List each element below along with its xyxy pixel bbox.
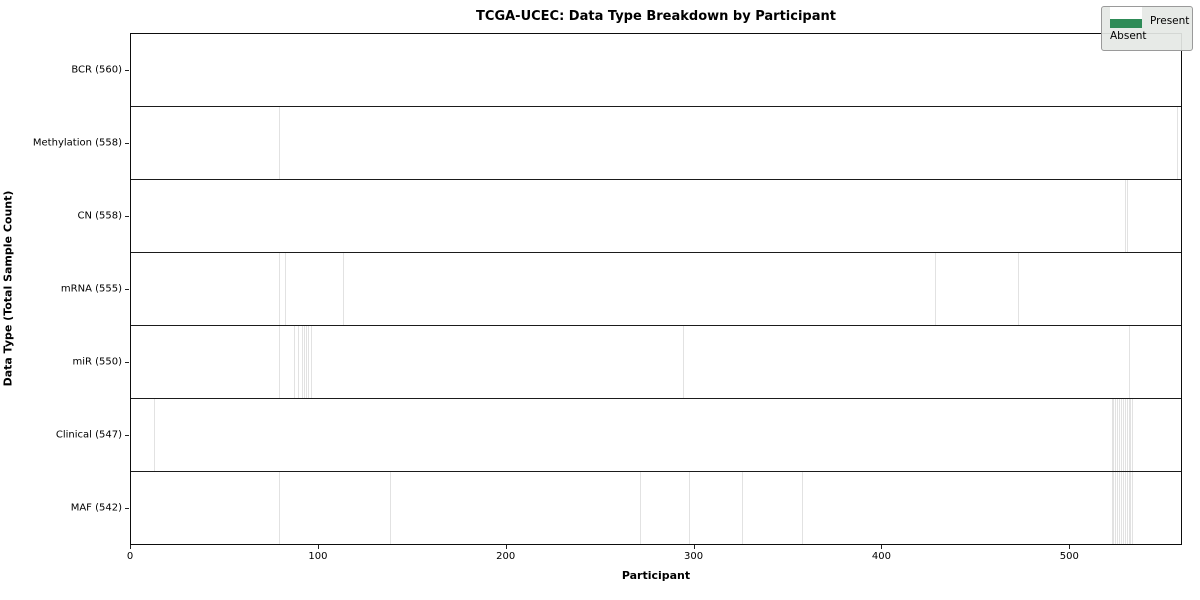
absent-mark: [1122, 472, 1125, 544]
absent-mark: [1126, 472, 1129, 544]
absent-mark: [1126, 399, 1129, 471]
absent-mark: [1126, 180, 1129, 252]
y-tick-label-clinical: Clinical (547): [55, 429, 122, 441]
absent-mark: [279, 107, 282, 179]
legend-item-absent: Absent: [1110, 7, 1184, 43]
legend-label-absent: Absent: [1110, 30, 1147, 42]
plot-area: [130, 33, 1182, 545]
y-tick-label-bcr: BCR (560): [71, 64, 122, 76]
y-tick-label-cn: CN (558): [77, 210, 122, 222]
absent-mark: [688, 472, 691, 544]
absent-mark: [640, 472, 643, 544]
absent-mark: [298, 326, 301, 398]
absent-mark: [1130, 472, 1133, 544]
y-axis-title: Data Type (Total Sample Count): [1, 190, 15, 387]
x-tick-label: 200: [496, 551, 516, 562]
absent-mark: [1115, 472, 1118, 544]
absent-mark: [1177, 107, 1180, 179]
absent-mark: [1124, 180, 1127, 252]
y-tick-label-mrna: mRNA (555): [60, 283, 122, 295]
heatmap-row-maf: [131, 471, 1181, 544]
absent-mark: [1117, 399, 1120, 471]
chart-title: TCGA-UCEC: Data Type Breakdown by Partic…: [476, 9, 836, 24]
x-tick-label: 100: [308, 551, 328, 562]
absent-mark: [1121, 472, 1123, 544]
absent-mark: [1113, 399, 1116, 471]
absent-mark: [303, 326, 306, 398]
x-tick-mark: [881, 545, 883, 549]
x-tick-mark: [505, 545, 507, 549]
absent-mark: [683, 326, 686, 398]
y-tick-label-maf: MAF (542): [70, 502, 122, 514]
heatmap-row-methylation: [131, 106, 1181, 179]
x-tick-mark: [1069, 545, 1071, 549]
absent-mark: [390, 472, 393, 544]
heatmap-row-clinical: [131, 398, 1181, 471]
y-tick-mark: [125, 69, 129, 71]
absent-mark: [1128, 399, 1131, 471]
x-tick-label: 400: [871, 551, 891, 562]
y-tick-mark: [125, 142, 129, 144]
absent-mark: [1119, 472, 1122, 544]
absent-mark: [1122, 399, 1125, 471]
absent-mark: [285, 253, 287, 325]
absent-mark: [279, 253, 282, 325]
absent-mark: [1124, 472, 1127, 544]
absent-mark: [935, 253, 937, 325]
absent-mark: [1130, 399, 1133, 471]
heatmap-row-cn: [131, 179, 1181, 252]
absent-mark: [279, 472, 282, 544]
absent-mark: [307, 326, 310, 398]
y-tick-mark: [125, 508, 129, 510]
absent-mark: [301, 326, 304, 398]
heatmap-row-mir: [131, 325, 1181, 398]
absent-mark: [801, 472, 804, 544]
absent-swatch-icon: [1110, 7, 1142, 19]
y-tick-mark: [125, 435, 129, 437]
absent-mark: [343, 253, 346, 325]
x-tick-mark: [317, 545, 319, 549]
absent-mark: [1111, 399, 1114, 471]
y-tick-label-mir: miR (550): [72, 356, 122, 368]
y-tick-mark: [125, 215, 129, 217]
absent-mark: [1124, 399, 1127, 471]
x-tick-label: 300: [684, 551, 704, 562]
x-tick-mark: [693, 545, 695, 549]
x-tick-mark: [130, 545, 131, 549]
y-tick-mark: [125, 289, 129, 290]
absent-mark: [1128, 326, 1131, 398]
absent-mark: [741, 472, 744, 544]
absent-mark: [305, 326, 308, 398]
y-tick-mark: [125, 362, 129, 364]
y-tick-label-methylation: Methylation (558): [32, 137, 122, 149]
absent-mark: [1132, 399, 1135, 471]
absent-mark: [1128, 472, 1131, 544]
absent-mark: [311, 326, 314, 398]
absent-mark: [1113, 472, 1116, 544]
absent-mark: [1117, 472, 1120, 544]
absent-mark: [1119, 399, 1122, 471]
heatmap-row-bcr: [131, 34, 1181, 106]
absent-mark: [1115, 399, 1118, 471]
absent-mark: [1121, 399, 1123, 471]
x-tick-label: 500: [1059, 551, 1079, 562]
heatmap-row-mrna: [131, 252, 1181, 325]
absent-mark: [279, 326, 282, 398]
x-tick-label: 0: [126, 551, 134, 562]
absent-mark: [153, 399, 156, 471]
legend: Present Absent: [1101, 6, 1193, 51]
absent-mark: [1017, 253, 1020, 325]
x-axis-title: Participant: [621, 569, 691, 582]
absent-mark: [294, 326, 297, 398]
absent-mark: [1111, 472, 1114, 544]
legend-label-present: Present: [1150, 15, 1190, 27]
absent-mark: [1132, 472, 1135, 544]
